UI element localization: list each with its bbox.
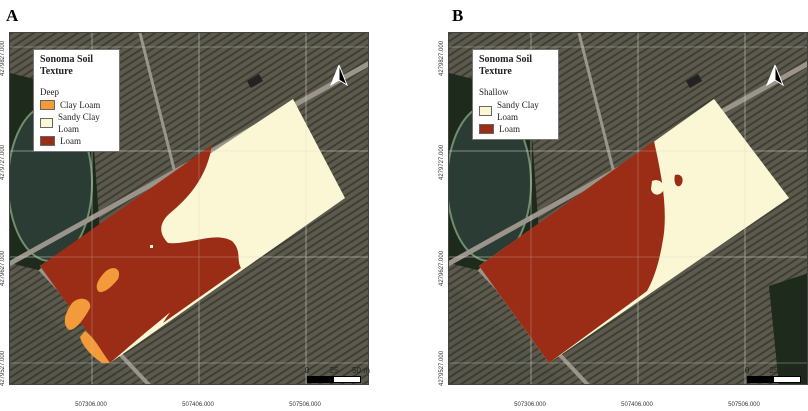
legend-label: Loam	[60, 136, 81, 146]
legend-label: Clay Loam	[60, 100, 101, 110]
scale-bar-b: 0 25 50 m	[744, 366, 803, 383]
scale-label: 50 m	[352, 366, 370, 375]
legend-a: Sonoma Soil Texture Deep Clay Loam Sandy…	[33, 49, 120, 152]
x-tick-label: 507506.000	[289, 402, 321, 408]
legend-label: Sandy Clay Loam	[58, 112, 100, 134]
scale-label: 50 m	[784, 366, 803, 375]
legend-entry: Loam	[40, 135, 113, 147]
tree-cluster	[769, 273, 807, 384]
scale-label: 0	[304, 366, 310, 375]
legend-swatch	[40, 118, 53, 128]
soil-sandy-clay-loam	[651, 180, 664, 195]
legend-title: Sonoma Soil Texture	[40, 54, 94, 77]
legend-swatch	[479, 124, 494, 134]
legend-entry: Sandy Clay Loam	[479, 99, 552, 123]
map-a[interactable]	[9, 32, 369, 385]
legend-title: Sonoma Soil Texture	[479, 54, 533, 77]
y-tick-label: 4279727.000	[439, 144, 445, 180]
soil-loam	[674, 174, 683, 187]
x-tick-label: 507506.000	[728, 402, 760, 408]
soil-clay-loam	[80, 331, 110, 363]
legend-entry: Sandy Clay Loam	[40, 111, 113, 135]
x-tick-label: 507306.000	[75, 402, 107, 408]
soil-clay-loam	[64, 298, 91, 330]
legend-entry: Clay Loam	[40, 99, 113, 111]
scale-bar-a: 0 25 50 m	[304, 366, 370, 383]
y-tick-label: 4279527.000	[439, 350, 445, 386]
soil-sandy-clay-loam	[150, 245, 153, 248]
legend-label: Sandy Clay Loam	[497, 100, 539, 122]
legend-b: Sonoma Soil Texture Shallow Sandy Clay L…	[472, 49, 559, 140]
y-tick-label: 4279827.000	[439, 40, 445, 76]
scale-label: 25	[329, 366, 339, 375]
soil-clay-loam	[96, 268, 120, 293]
legend-swatch	[40, 136, 55, 146]
legend-entry: Loam	[479, 123, 552, 135]
map-grid-overlay	[449, 33, 807, 384]
north-arrow-icon	[766, 64, 784, 86]
panel-letter-b: B	[452, 6, 464, 25]
soil-loam	[479, 141, 665, 363]
y-tick-label: 4279827.000	[0, 40, 6, 76]
building	[685, 74, 703, 88]
x-tick-label: 507306.000	[514, 402, 546, 408]
panel-letter-a: A	[6, 6, 19, 25]
x-tick-label: 507406.000	[621, 402, 653, 408]
y-tick-label: 4279627.000	[0, 250, 6, 286]
x-tick-label: 507406.000	[182, 402, 214, 408]
scale-label: 25	[769, 366, 779, 375]
y-tick-label: 4279727.000	[0, 144, 6, 180]
y-tick-label: 4279627.000	[439, 250, 445, 286]
map-a-canvas	[10, 33, 368, 384]
building	[246, 74, 264, 88]
soil-loam	[40, 145, 241, 363]
road	[138, 33, 182, 194]
legend-group-label: Deep	[40, 87, 59, 97]
scale-label: 0	[744, 366, 750, 375]
road	[577, 33, 621, 194]
y-tick-label: 4279527.000	[0, 350, 6, 386]
north-arrow-icon	[330, 64, 348, 86]
legend-swatch	[479, 106, 492, 116]
legend-label: Loam	[499, 124, 520, 134]
legend-swatch	[40, 100, 55, 110]
legend-group-label: Shallow	[479, 87, 509, 97]
